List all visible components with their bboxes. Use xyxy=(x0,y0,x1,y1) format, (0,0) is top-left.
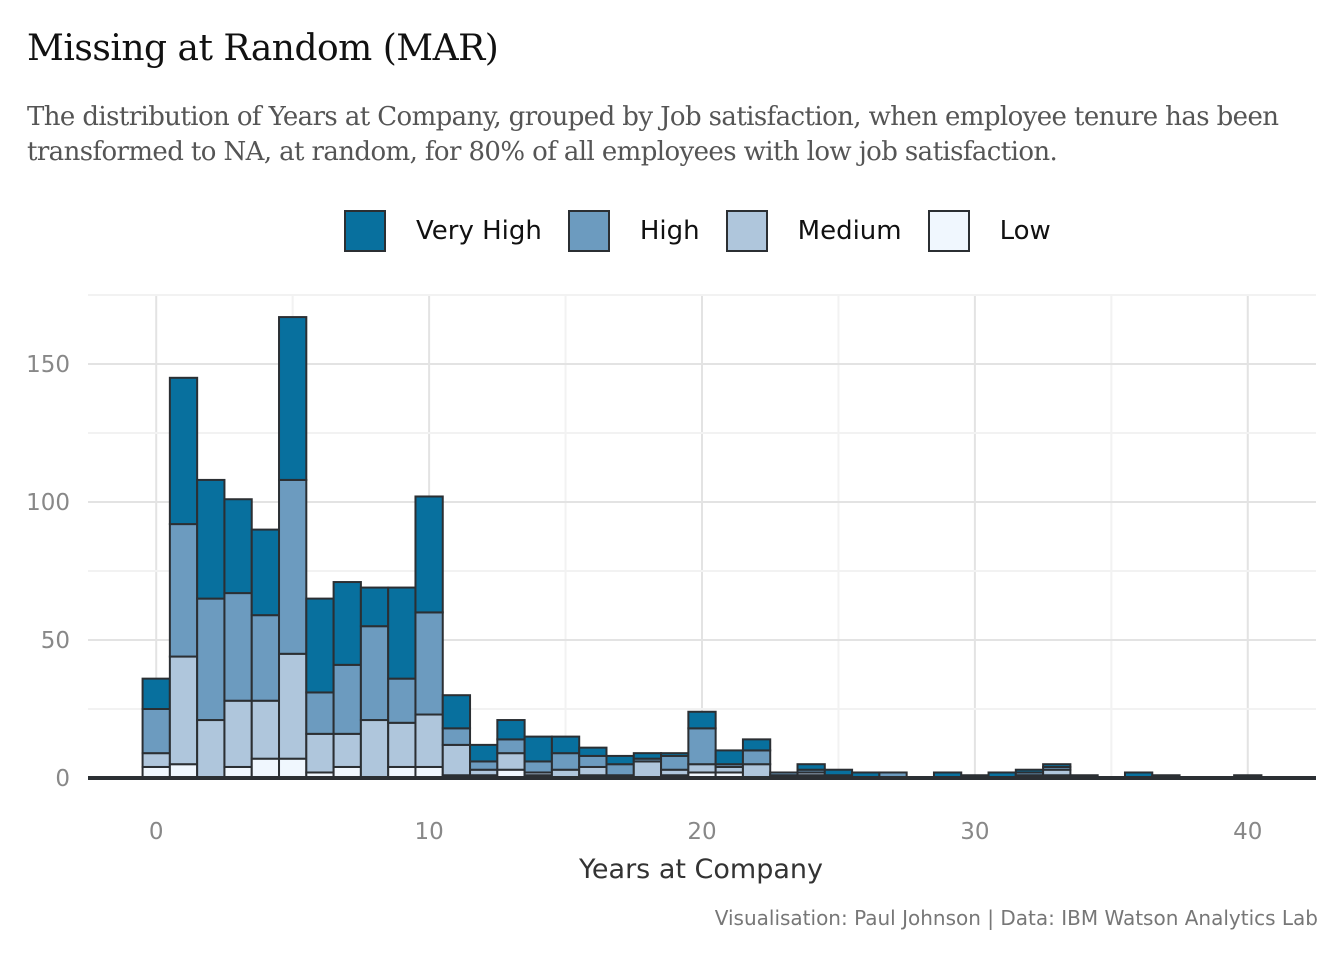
bar-segment-high xyxy=(250,614,281,702)
bar-segment-very-high xyxy=(332,581,362,666)
bar-segment-very-high xyxy=(441,694,472,730)
bar-segment-very-high xyxy=(359,586,390,628)
bar-segment-medium xyxy=(387,721,417,768)
legend-item-low: Low xyxy=(927,210,1051,252)
bar-segment-low xyxy=(168,763,199,780)
bar-segment-very-high xyxy=(196,478,226,600)
bar-segment-high xyxy=(414,611,444,716)
bar-segment-very-high xyxy=(687,710,717,730)
bar-segment-medium xyxy=(223,699,253,768)
bar-segment-very-high xyxy=(632,752,663,760)
bar-segment-very-high xyxy=(141,677,171,711)
bar-segment-very-high xyxy=(523,735,553,763)
bar-segment-medium xyxy=(632,760,663,780)
bar-segment-very-high xyxy=(605,754,635,766)
bar-segment-very-high xyxy=(660,752,690,757)
bar-segment-very-high xyxy=(550,735,581,755)
bar-segment-high xyxy=(141,708,171,755)
bar-segment-very-high xyxy=(305,597,335,694)
y-tick-label: 150 xyxy=(26,352,70,378)
legend-key-medium xyxy=(725,210,768,252)
bar-segment-high xyxy=(196,597,226,722)
legend: Very High High Medium Low xyxy=(344,208,1077,254)
bar-segment-very-high xyxy=(278,316,308,481)
bar-segment-high xyxy=(741,749,772,766)
x-tick-label: 40 xyxy=(1233,819,1262,845)
bar-segment-high xyxy=(687,727,717,766)
bar-segment-medium xyxy=(359,719,390,779)
bar-segment-high xyxy=(168,523,199,658)
legend-item-medium: Medium xyxy=(725,210,902,252)
legend-item-very-high: Very High xyxy=(344,210,542,252)
bar-segment-medium xyxy=(441,743,472,777)
legend-item-high: High xyxy=(567,210,700,252)
bar-segment-medium xyxy=(332,732,362,768)
legend-key-low xyxy=(927,210,970,252)
bar-segment-medium xyxy=(196,719,226,779)
bar-segment-high xyxy=(769,771,799,777)
legend-label-very-high: Very High xyxy=(416,216,542,246)
bar-segment-very-high xyxy=(714,749,744,766)
bar-segment-medium xyxy=(141,752,171,768)
bar-segment-very-high xyxy=(796,763,826,771)
bar-segment-very-high xyxy=(414,495,444,614)
bar-segment-very-high xyxy=(1042,763,1072,768)
bar-segment-medium xyxy=(687,763,717,774)
bar-segment-high xyxy=(387,677,417,724)
bar-segment-medium xyxy=(578,765,608,777)
x-tick-label: 30 xyxy=(960,819,989,845)
bar-segment-high xyxy=(441,727,472,746)
bar-segment-very-high xyxy=(223,498,253,595)
x-tick-label: 0 xyxy=(149,819,164,845)
x-tick-label: 10 xyxy=(414,819,443,845)
bar-segment-high xyxy=(223,592,253,702)
bar-segment-very-high xyxy=(578,746,608,757)
bar-segment-very-high xyxy=(1014,768,1045,774)
chart-title: Missing at Random (MAR) xyxy=(27,28,499,69)
bar-segment-high xyxy=(550,752,581,771)
y-tick-label: 50 xyxy=(41,628,70,654)
x-axis-title: Years at Company xyxy=(578,854,823,885)
bar-segment-medium xyxy=(278,652,308,760)
bar-segment-high xyxy=(578,754,608,768)
bar-segment-medium xyxy=(414,713,444,768)
legend-label-high: High xyxy=(639,216,700,246)
bars xyxy=(141,316,1263,780)
bar-segment-high xyxy=(523,760,553,774)
bar-segment-high xyxy=(332,663,362,735)
bar-segment-high xyxy=(359,625,390,722)
y-tick-label: 100 xyxy=(26,490,70,516)
legend-key-very-high xyxy=(344,210,386,252)
bar-segment-low xyxy=(278,757,308,779)
bar-segment-high xyxy=(278,478,308,655)
bar-segment-low xyxy=(250,757,281,779)
bar-segment-very-high xyxy=(387,586,417,680)
chart-subtitle: The distribution of Years at Company, gr… xyxy=(27,102,1279,167)
bar-segment-high xyxy=(605,763,635,777)
bar-segment-high xyxy=(469,760,499,771)
axes: 0 50 100 150 0 10 20 30 40 xyxy=(26,352,1316,845)
bar-segment-high xyxy=(660,754,690,771)
bar-segment-medium xyxy=(305,732,335,774)
x-tick-label: 20 xyxy=(687,819,716,845)
bar-segment-very-high xyxy=(469,743,499,763)
legend-label-medium: Medium xyxy=(797,216,902,246)
legend-label-low: Low xyxy=(999,216,1051,246)
bar-segment-very-high xyxy=(168,376,199,526)
bar-segment-medium xyxy=(168,655,199,766)
bar-segment-medium xyxy=(741,763,772,780)
bar-segment-very-high xyxy=(741,738,772,752)
bar-segment-very-high xyxy=(823,768,854,777)
caption: Visualisation: Paul Johnson | Data: IBM … xyxy=(714,906,1318,930)
bar-segment-medium xyxy=(250,699,281,760)
y-tick-label: 0 xyxy=(55,766,70,792)
bar-segment-high xyxy=(496,738,526,755)
bar-segment-medium xyxy=(496,752,526,771)
bar-segment-high xyxy=(305,691,335,735)
bar-segment-very-high xyxy=(496,719,526,741)
bar-segment-very-high xyxy=(250,528,281,617)
legend-key-high xyxy=(567,210,610,252)
